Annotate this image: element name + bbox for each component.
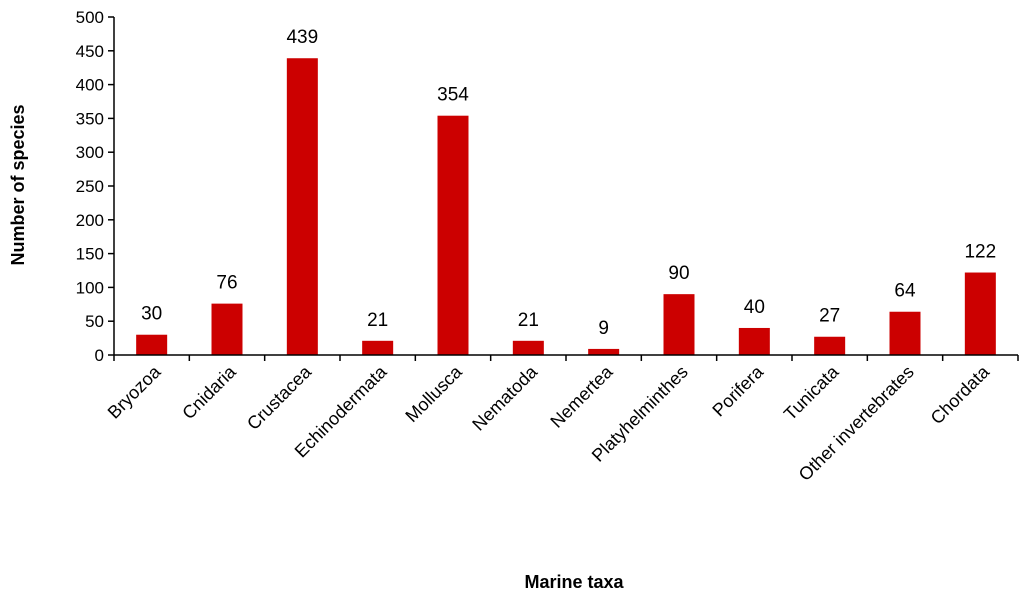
data-labels-group: 30 76 439 21 354 21 9 90 40 27 64 122 xyxy=(141,27,996,339)
data-label: 27 xyxy=(819,306,840,327)
bar xyxy=(362,340,394,355)
data-label: 90 xyxy=(668,263,689,284)
bar xyxy=(814,336,846,355)
data-label: 439 xyxy=(286,27,318,48)
data-label: 40 xyxy=(744,297,765,318)
y-axis: 0 50 100 150 200 250 300 350 400 450 500 xyxy=(76,8,115,365)
x-tick-label: Tunicata xyxy=(780,361,843,424)
data-label: 30 xyxy=(141,304,162,325)
y-tick-label: 300 xyxy=(76,143,104,162)
bar xyxy=(437,115,469,355)
bar xyxy=(964,272,996,355)
x-axis-title: Marine taxa xyxy=(524,572,624,592)
data-label: 122 xyxy=(964,242,996,263)
x-tick-label: Nemertea xyxy=(546,361,617,432)
bar xyxy=(512,340,544,355)
data-label: 21 xyxy=(518,310,539,331)
data-label: 9 xyxy=(598,318,609,339)
bar xyxy=(588,348,620,355)
x-tick-label: Porifera xyxy=(708,361,767,420)
y-tick-label: 350 xyxy=(76,109,104,128)
bar xyxy=(136,334,168,355)
x-tick-label: Mollusca xyxy=(401,361,466,426)
y-tick-label: 150 xyxy=(76,245,104,264)
x-tick-label: Crustacea xyxy=(243,361,316,434)
y-tick-label: 0 xyxy=(95,346,104,365)
x-tick-label: Chordata xyxy=(927,361,994,428)
bar xyxy=(889,311,921,355)
y-tick-label: 450 xyxy=(76,42,104,61)
x-tick-label: Bryozoa xyxy=(104,361,166,423)
bar xyxy=(286,58,318,356)
bar xyxy=(738,327,770,355)
y-tick-label: 100 xyxy=(76,278,104,297)
y-tick-label: 50 xyxy=(85,312,104,331)
data-label: 64 xyxy=(894,281,916,302)
x-tick-label: Cnidaria xyxy=(178,361,240,423)
x-tick-label: Nematoda xyxy=(468,361,542,435)
y-tick-label: 400 xyxy=(76,76,104,95)
y-tick-label: 250 xyxy=(76,177,104,196)
y-tick-label: 200 xyxy=(76,211,104,230)
data-label: 354 xyxy=(437,85,469,106)
bar xyxy=(663,294,695,355)
y-tick-label: 500 xyxy=(76,8,104,27)
bars-group xyxy=(136,58,996,356)
data-label: 76 xyxy=(216,273,237,294)
bar xyxy=(211,303,243,355)
data-label: 21 xyxy=(367,310,388,331)
y-axis-title: Number of species xyxy=(8,104,28,265)
